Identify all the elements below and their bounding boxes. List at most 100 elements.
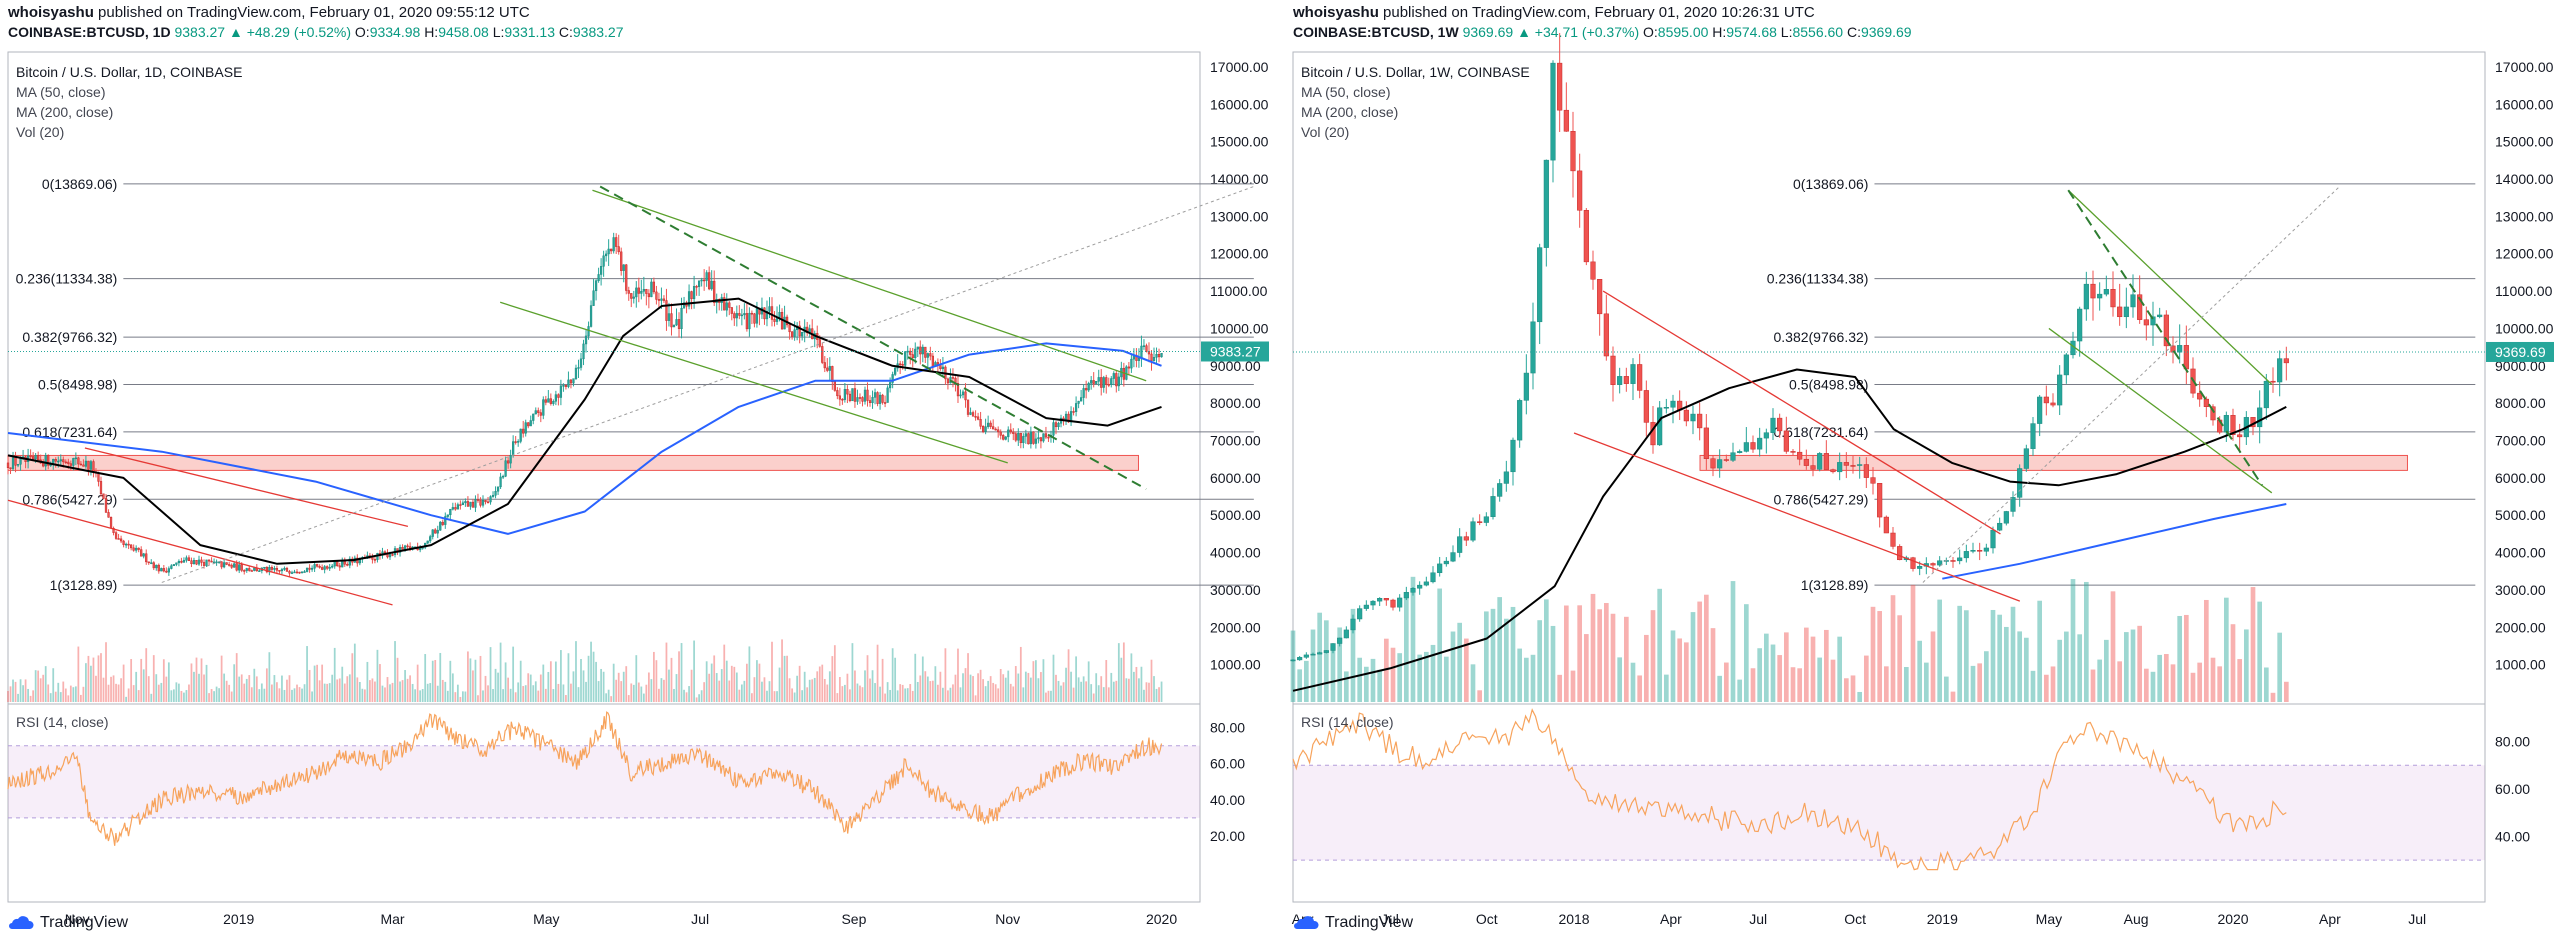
ma200-line <box>7 342 1162 535</box>
candle-body <box>2050 402 2056 406</box>
candle-body <box>703 279 706 282</box>
candle-body <box>1817 453 1823 470</box>
volume-bar <box>745 663 748 702</box>
volume-bar <box>258 689 261 702</box>
candle-body <box>117 538 120 540</box>
volume-bar <box>306 646 308 702</box>
volume-bar <box>2164 654 2169 702</box>
volume-bar <box>333 647 336 702</box>
candle-body <box>745 313 749 330</box>
volume-bar <box>1777 655 1782 702</box>
candle-body <box>1997 522 2003 531</box>
candle-body <box>328 566 331 569</box>
candle-body <box>37 455 40 461</box>
volume-bar <box>456 684 459 702</box>
price-tick-label: 1000.00 <box>2495 657 2546 673</box>
candle-body <box>534 410 537 415</box>
support-zone <box>7 454 1139 471</box>
candle-body <box>713 280 716 303</box>
volume-bar <box>617 672 620 702</box>
volume-bar <box>1122 642 1125 702</box>
tradingview-brand[interactable]: TradingView <box>8 914 128 932</box>
trend-line <box>7 499 393 606</box>
rsi-band <box>1293 765 2485 861</box>
candle-body <box>798 325 801 337</box>
candle-body <box>1977 550 1983 552</box>
candle-body <box>1112 373 1115 379</box>
volume-bar <box>582 670 585 702</box>
price-chart-daily[interactable]: 17000.00 16000.00 15000.00 14000.00 13000.00… <box>0 0 1275 946</box>
candle-body <box>2103 289 2109 295</box>
volume-bar <box>39 678 42 702</box>
candle-body <box>971 412 975 417</box>
volume-bar <box>781 639 783 702</box>
volume-bar <box>1082 676 1085 702</box>
volume-bar <box>728 680 731 702</box>
volume-bar <box>2004 626 2009 702</box>
candle-body <box>1490 496 1496 517</box>
candle-body <box>343 561 346 565</box>
candle-body <box>529 420 532 427</box>
volume-bar <box>1014 666 1017 702</box>
volume-bar <box>2184 614 2189 702</box>
volume-bar <box>137 690 140 702</box>
candle-body <box>1697 413 1703 429</box>
candle-body <box>401 546 404 550</box>
volume-bar <box>999 669 1002 702</box>
legend-volume: Vol (20) <box>1301 124 1350 140</box>
candle-body <box>589 305 593 327</box>
candle-body <box>434 529 437 534</box>
volume-bar <box>122 664 125 702</box>
publisher-name[interactable]: whoisyashu <box>1293 4 1379 21</box>
candle-body <box>677 319 681 330</box>
candle-body <box>969 412 972 415</box>
volume-bar <box>788 678 791 702</box>
volume-bar <box>336 679 339 702</box>
candle-body <box>597 274 600 281</box>
candle-body <box>273 568 276 570</box>
candle-body <box>994 428 997 431</box>
candle-body <box>740 314 743 317</box>
volume-bar <box>85 663 87 702</box>
tradingview-brand[interactable]: TradingView <box>1293 914 1413 932</box>
rsi-line <box>1292 708 2287 871</box>
candle-body <box>826 367 829 371</box>
volume-bar <box>974 695 977 702</box>
volume-bar <box>2010 606 2016 702</box>
candle-body <box>1097 377 1100 382</box>
volume-bar <box>22 685 24 702</box>
candle-body <box>2003 511 2009 524</box>
chart-legend: Bitcoin / U.S. Dollar, 1D, COINBASE MA (… <box>16 62 242 142</box>
volume-bar <box>1637 675 1642 702</box>
price-chart-weekly[interactable]: 17000.00 16000.00 15000.00 14000.00 13000.00… <box>1285 0 2560 946</box>
candle-body <box>1095 381 1098 384</box>
volume-bar <box>891 648 894 702</box>
volume-bar <box>2257 601 2262 702</box>
publisher-name[interactable]: whoisyashu <box>8 4 94 21</box>
candle-body <box>876 392 879 404</box>
volume-bar <box>914 653 917 702</box>
candle-body <box>602 255 605 267</box>
candle-body <box>1383 598 1389 601</box>
candle-body <box>16 463 20 466</box>
volume-bar <box>562 684 565 702</box>
candle-body <box>956 383 960 397</box>
volume-bar <box>167 662 170 702</box>
time-tick-label: Oct <box>1844 911 1866 927</box>
candle-body <box>29 455 32 458</box>
candle-body <box>444 516 447 525</box>
volume-bar <box>1138 678 1140 702</box>
candle-body <box>1857 464 1863 466</box>
brand-label: TradingView <box>1325 914 1414 931</box>
volume-bar <box>1557 674 1562 702</box>
candle-body <box>1012 431 1015 434</box>
candle-body <box>185 557 188 561</box>
volume-bar <box>771 641 773 702</box>
candle-body <box>1145 345 1148 352</box>
volume-bar <box>1004 677 1007 702</box>
volume-bar <box>1937 599 1942 702</box>
candle-body <box>961 391 965 396</box>
candle-body <box>275 568 279 571</box>
volume-bar <box>469 658 472 702</box>
candle-body <box>84 460 88 467</box>
